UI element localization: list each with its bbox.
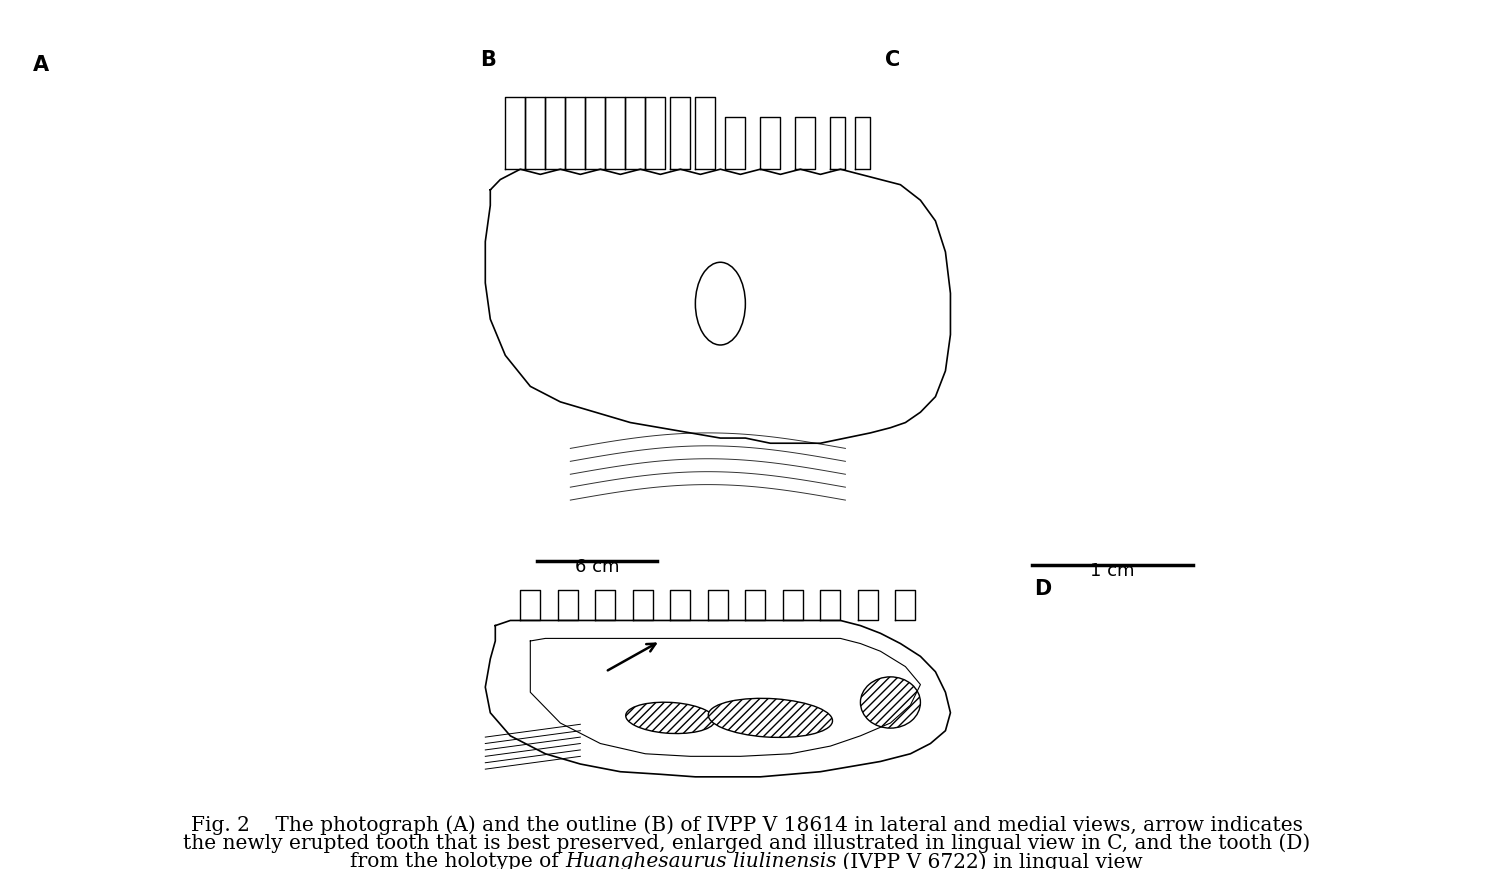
Text: the newly erupted tooth that is best preserved, enlarged and illustrated in ling: the newly erupted tooth that is best pre…	[182, 833, 1311, 853]
Text: (IVPP V 6722) in lingual view: (IVPP V 6722) in lingual view	[836, 852, 1144, 869]
Text: 1 cm: 1 cm	[1090, 562, 1135, 580]
Ellipse shape	[860, 677, 920, 728]
Text: 6 cm: 6 cm	[575, 558, 620, 576]
Text: from the holotype of: from the holotype of	[349, 852, 564, 869]
Text: A: A	[33, 56, 49, 76]
Text: Huanghesaurus liulinensis: Huanghesaurus liulinensis	[564, 852, 836, 869]
Text: B: B	[481, 50, 496, 70]
Text: Fig. 2    The photograph (A) and the outline (B) of IVPP V 18614 in lateral and : Fig. 2 The photograph (A) and the outlin…	[191, 815, 1302, 835]
Ellipse shape	[708, 699, 833, 738]
Text: D: D	[1033, 580, 1051, 600]
Ellipse shape	[626, 702, 715, 733]
Text: C: C	[885, 50, 900, 70]
